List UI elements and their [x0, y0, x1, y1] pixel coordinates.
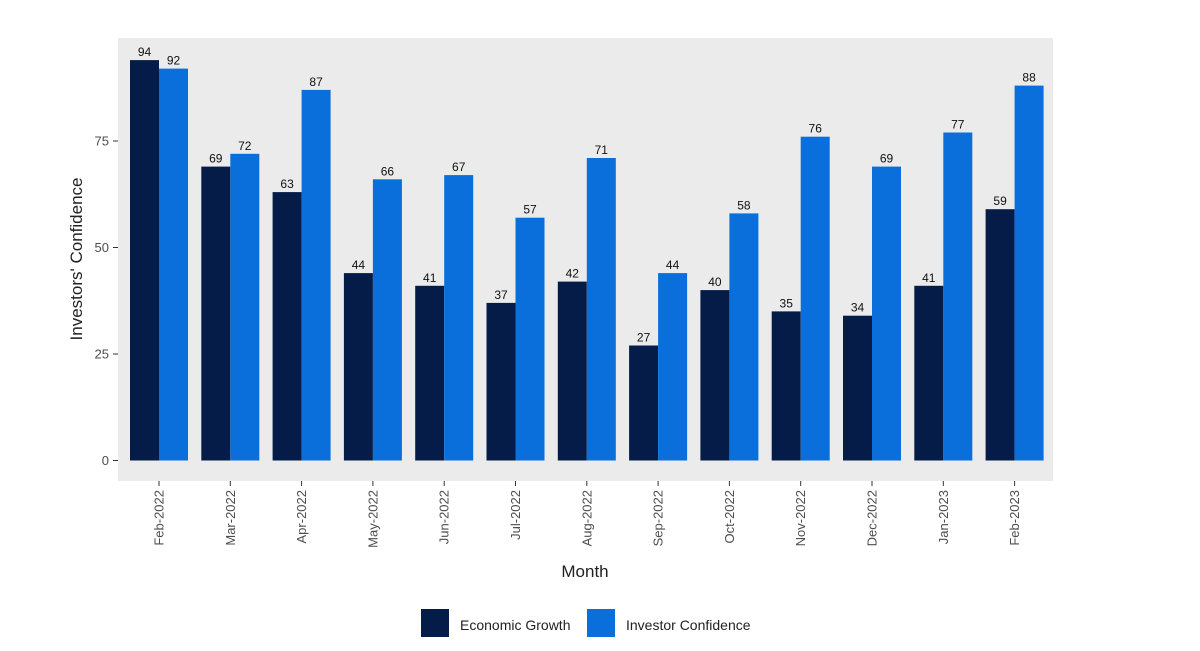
- legend-label-economic-growth: Economic Growth: [460, 617, 570, 633]
- x-tick-label-aug-2022: Aug-2022: [579, 490, 594, 546]
- data-label-investor-confidence-may-2022: 66: [381, 164, 395, 178]
- data-label-investor-confidence-oct-2022: 58: [737, 198, 751, 212]
- bar-economic-growth-jul-2022: [486, 302, 516, 461]
- data-label-investor-confidence-aug-2022: 71: [595, 143, 609, 157]
- x-tick-label-feb-2023: Feb-2023: [1007, 490, 1022, 546]
- data-label-economic-growth-nov-2022: 35: [780, 296, 794, 310]
- data-label-investor-confidence-mar-2022: 72: [238, 139, 252, 153]
- bar-investor-confidence-mar-2022: [230, 153, 260, 461]
- y-tick-label-25: 25: [95, 347, 109, 362]
- data-label-economic-growth-jul-2022: 37: [494, 288, 508, 302]
- y-axis: 0 25 50 75: [95, 134, 118, 468]
- y-tick-label-0: 0: [102, 453, 109, 468]
- bar-economic-growth-mar-2022: [201, 166, 231, 461]
- x-tick-label-oct-2022: Oct-2022: [722, 490, 737, 543]
- bar-investor-confidence-apr-2022: [301, 89, 331, 461]
- x-tick-label-dec-2022: Dec-2022: [865, 490, 880, 546]
- bar-economic-growth-oct-2022: [700, 290, 730, 461]
- y-axis-title: Investors' Confidence: [67, 178, 86, 341]
- bar-investor-confidence-nov-2022: [800, 136, 830, 461]
- bars-layer: [130, 60, 1044, 461]
- data-label-investor-confidence-feb-2023: 88: [1022, 71, 1036, 85]
- x-tick-label-nov-2022: Nov-2022: [793, 490, 808, 546]
- bar-economic-growth-apr-2022: [272, 192, 302, 461]
- x-tick-label-jan-2023: Jan-2023: [936, 490, 951, 544]
- bar-investor-confidence-jul-2022: [515, 217, 545, 461]
- bar-investor-confidence-dec-2022: [872, 166, 901, 461]
- data-label-economic-growth-aug-2022: 42: [566, 267, 580, 281]
- data-label-economic-growth-jun-2022: 41: [423, 271, 437, 285]
- x-tick-label-jun-2022: Jun-2022: [437, 490, 452, 544]
- data-label-investor-confidence-apr-2022: 87: [309, 75, 323, 89]
- x-tick-label-mar-2022: Mar-2022: [223, 490, 238, 546]
- bar-investor-confidence-sep-2022: [658, 273, 688, 461]
- x-axis-title: Month: [561, 562, 608, 581]
- x-tick-label-may-2022: May-2022: [365, 490, 380, 548]
- bar-economic-growth-may-2022: [343, 273, 373, 461]
- data-label-economic-growth-mar-2022: 69: [209, 152, 223, 166]
- data-label-investor-confidence-nov-2022: 76: [809, 122, 823, 136]
- data-label-economic-growth-jan-2023: 41: [922, 271, 936, 285]
- y-tick-label-50: 50: [95, 240, 109, 255]
- legend: Economic Growth Investor Confidence: [421, 609, 751, 637]
- legend-label-investor-confidence: Investor Confidence: [626, 617, 751, 633]
- x-tick-label-sep-2022: Sep-2022: [651, 490, 666, 546]
- bar-economic-growth-jun-2022: [415, 285, 445, 461]
- bar-economic-growth-feb-2023: [985, 209, 1015, 461]
- bar-economic-growth-aug-2022: [557, 281, 587, 461]
- data-label-investor-confidence-feb-2022: 92: [167, 54, 181, 68]
- bar-investor-confidence-feb-2023: [1014, 85, 1044, 461]
- x-axis: Feb-2022 Mar-2022 Apr-2022 May-2022 Jun-2022…: [152, 481, 1022, 548]
- data-label-economic-growth-feb-2023: 59: [993, 194, 1007, 208]
- bar-economic-growth-nov-2022: [771, 311, 801, 461]
- data-label-investor-confidence-jul-2022: 57: [523, 203, 537, 217]
- x-tick-label-apr-2022: Apr-2022: [294, 490, 309, 543]
- data-label-investor-confidence-jan-2023: 77: [951, 118, 965, 132]
- data-label-economic-growth-sep-2022: 27: [637, 331, 651, 345]
- bar-investor-confidence-may-2022: [372, 179, 402, 461]
- bar-economic-growth-jan-2023: [914, 285, 944, 461]
- data-label-investor-confidence-jun-2022: 67: [452, 160, 466, 174]
- data-label-investor-confidence-dec-2022: 69: [880, 152, 894, 166]
- data-label-investor-confidence-sep-2022: 44: [666, 258, 680, 272]
- legend-key-investor-confidence: [587, 609, 615, 637]
- bar-economic-growth-feb-2022: [130, 60, 159, 461]
- x-tick-label-jul-2022: Jul-2022: [508, 490, 523, 540]
- bar-economic-growth-sep-2022: [629, 345, 659, 461]
- bar-investor-confidence-jun-2022: [444, 175, 474, 461]
- y-tick-label-75: 75: [95, 134, 109, 149]
- data-label-economic-growth-dec-2022: 34: [851, 301, 865, 315]
- bar-investor-confidence-feb-2022: [159, 68, 188, 461]
- bar-investor-confidence-oct-2022: [729, 213, 759, 461]
- data-labels-layer: 94 92 69 72 63 87 44 66 41 67 37 57 42 71 27 44 40 58 35 76…: [138, 45, 1036, 344]
- legend-key-economic-growth: [421, 609, 449, 637]
- data-label-economic-growth-oct-2022: 40: [708, 275, 722, 289]
- data-label-economic-growth-apr-2022: 63: [280, 177, 294, 191]
- bar-economic-growth-dec-2022: [843, 315, 872, 461]
- data-label-economic-growth-feb-2022: 94: [138, 45, 152, 59]
- bar-investor-confidence-jan-2023: [943, 132, 973, 461]
- data-label-economic-growth-may-2022: 44: [352, 258, 366, 272]
- bar-investor-confidence-aug-2022: [586, 158, 616, 461]
- x-tick-label-feb-2022: Feb-2022: [152, 490, 167, 546]
